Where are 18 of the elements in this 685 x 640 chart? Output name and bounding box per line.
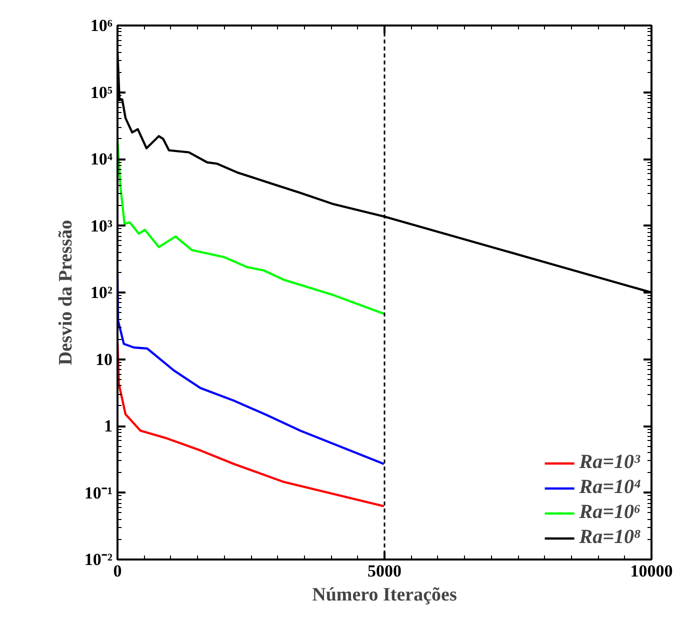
y-tick-label: 10³ — [90, 216, 113, 236]
y-tick-label: 10⁵ — [90, 82, 113, 102]
x-tick-label: 10000 — [630, 562, 673, 580]
legend-label: Ra=10³ — [579, 451, 640, 474]
x-tick-label: 0 — [113, 562, 122, 580]
y-axis-title: Desvio da Pressão — [55, 220, 76, 366]
y-tick-label: 1 — [104, 416, 112, 436]
x-axis-title: Número Iterações — [312, 584, 457, 606]
y-tick-label: 10⁴ — [90, 150, 113, 168]
y-tick-label: 10⁻² — [84, 550, 113, 569]
y-tick-label: 10 — [96, 350, 112, 369]
x-tick-label: 5000 — [368, 562, 402, 580]
y-tick-label: 10² — [90, 283, 113, 302]
y-tick-label: 10⁶ — [90, 16, 113, 35]
legend-label: Ra=10⁶ — [579, 501, 641, 524]
legend-label: Ra=10⁴ — [579, 476, 641, 499]
legend-label: Ra=10⁸ — [579, 526, 641, 549]
y-tick-label: 10⁻¹ — [84, 483, 113, 502]
